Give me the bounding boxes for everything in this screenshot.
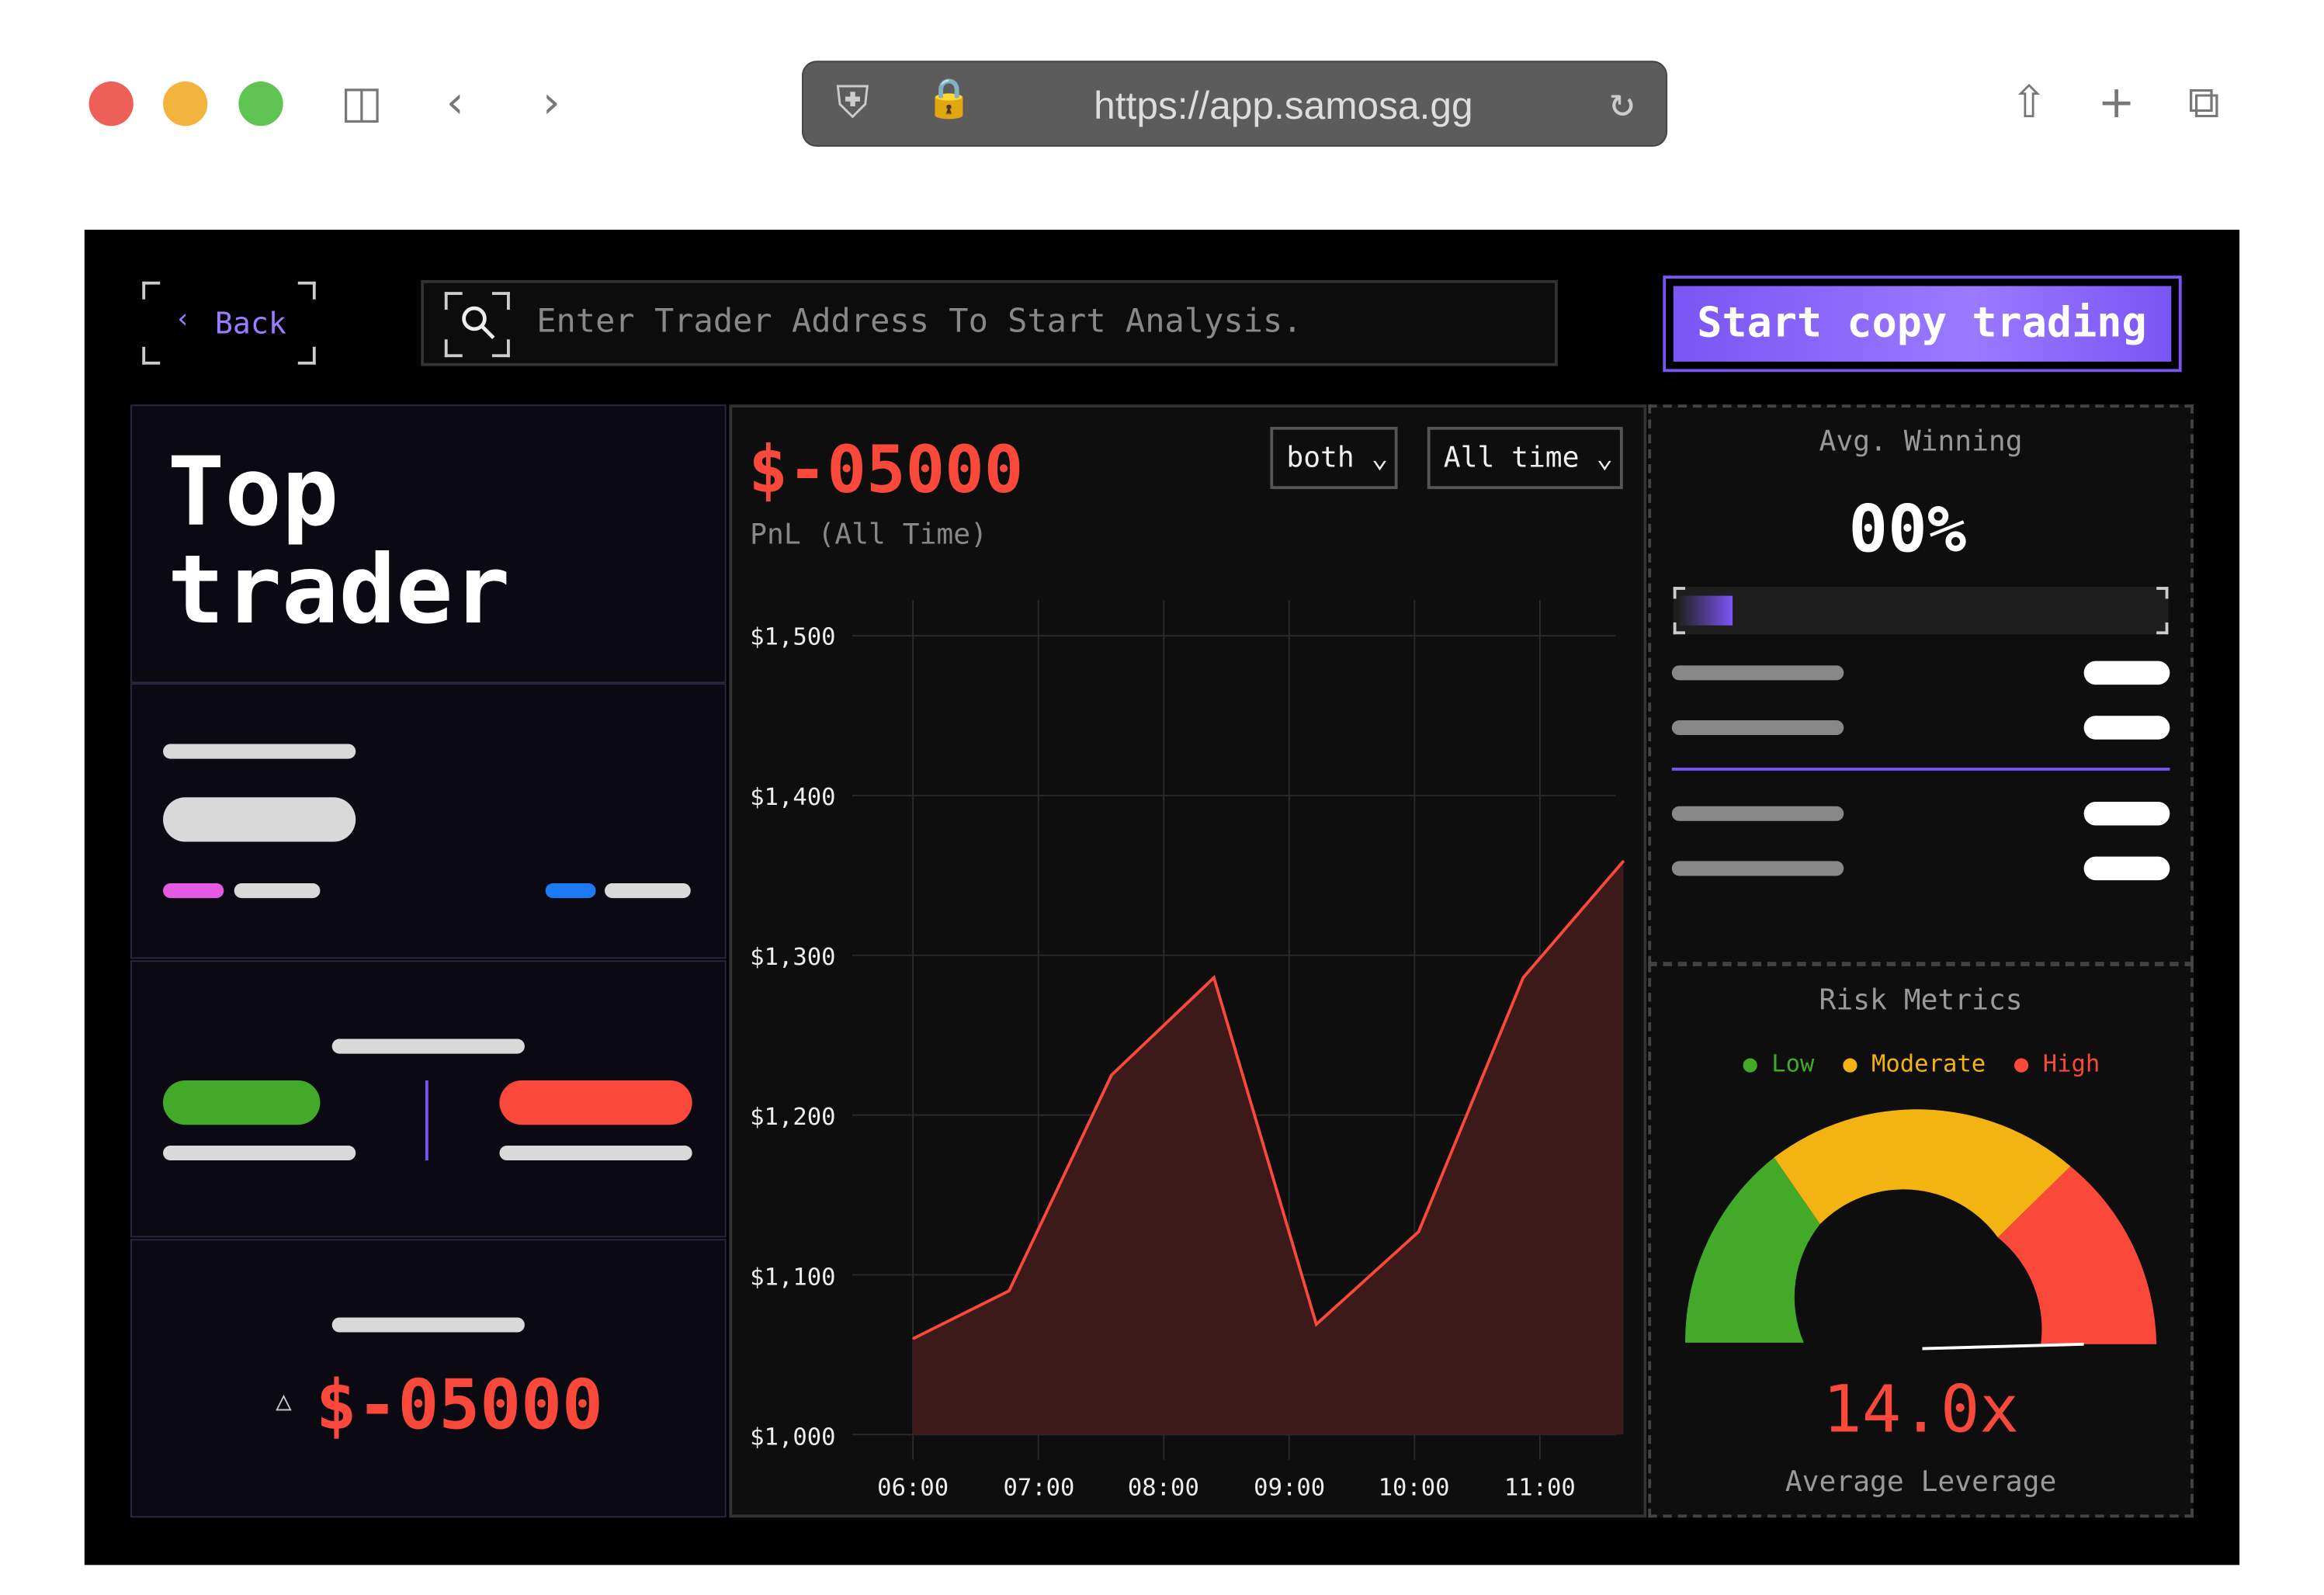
pnl-headline: $-05000 [748, 432, 1024, 508]
lock-icon: 🔒 [924, 77, 973, 122]
cta-label: Start copy trading [1697, 297, 2147, 347]
avg-winning-value: 00% [1848, 491, 1967, 568]
skeleton-line [605, 883, 691, 899]
triangle-up-icon: △ [276, 1385, 292, 1417]
maximize-window-button[interactable] [238, 81, 283, 127]
data-point [1522, 976, 1524, 979]
legend-low: ● Low [1743, 1049, 1815, 1078]
start-copy-trading-button[interactable]: Start copy trading [1663, 276, 2182, 373]
range-filter-dropdown[interactable]: All time ⌄ [1427, 426, 1623, 490]
skeleton-tag [163, 883, 224, 899]
legend-moderate: ● Moderate [1843, 1049, 1986, 1078]
risk-legend: ● Low ● Moderate ● High [1743, 1049, 2100, 1077]
leverage-value: 14.0x [1823, 1372, 2020, 1448]
skeleton-loss-pill [499, 1080, 692, 1125]
top-trader-card: Top trader [130, 404, 727, 684]
pnl-area [913, 861, 1624, 1435]
skeleton-line [1671, 665, 1844, 681]
search-placeholder: Enter Trader Address To Start Analysis. [536, 303, 1302, 342]
close-window-button[interactable] [88, 81, 134, 127]
skeleton-tag [545, 883, 596, 899]
data-point [1417, 1230, 1420, 1233]
skeleton-pill [2083, 801, 2170, 826]
y-tick-label: $1,500 [750, 622, 836, 651]
y-tick-label: $1,100 [750, 1262, 836, 1292]
tabs-overview-icon[interactable]: ⧉ [2187, 77, 2220, 130]
skeleton-line [331, 1317, 525, 1333]
y-tick-label: $1,200 [750, 1102, 836, 1131]
skeleton-line [163, 797, 356, 842]
data-point [1212, 976, 1215, 979]
skeleton-line [234, 883, 321, 899]
pnl-summary-card: △ $-05000 [130, 1239, 727, 1518]
new-tab-icon[interactable]: + [2097, 77, 2135, 130]
x-tick-label: 08:00 [1127, 1472, 1199, 1502]
data-point [1622, 860, 1625, 862]
forward-arrow-icon[interactable]: › [542, 77, 560, 130]
skeleton-pill [2083, 716, 2170, 740]
reload-icon[interactable]: ↻ [1609, 77, 1635, 127]
pnl-line [912, 860, 1625, 1340]
x-tick-label: 10:00 [1378, 1472, 1450, 1502]
skeleton-line [163, 744, 356, 759]
back-button[interactable]: ‹ Back [142, 281, 316, 365]
data-point [1110, 1074, 1112, 1077]
skeleton-line [163, 1145, 356, 1161]
skeleton-pill [2083, 661, 2170, 685]
chevron-down-icon: ⌄ [1596, 442, 1614, 475]
share-icon[interactable]: ⇧ [2010, 77, 2048, 130]
minimize-window-button[interactable] [163, 81, 208, 127]
skeleton-card-1 [130, 683, 727, 959]
skeleton-pill [2083, 856, 2170, 881]
gauge-needle [1922, 1342, 2084, 1351]
gauge-high-segment [1997, 1166, 2157, 1344]
gauge-moderate-segment [1774, 1109, 2071, 1238]
shield-icon: ⛨ [835, 77, 869, 130]
address-bar[interactable]: ⛨ 🔒 https://app.samosa.gg ↻ [801, 61, 1668, 147]
leverage-label: Average Leverage [1785, 1465, 2057, 1499]
pnl-label: PnL (All Time) [750, 518, 987, 552]
divider [1671, 768, 2170, 771]
pnl-value: $-05000 [315, 1364, 603, 1445]
x-tick-label: 06:00 [877, 1472, 949, 1502]
y-tick-label: $1,400 [750, 782, 836, 811]
avg-winning-title: Avg. Winning [1819, 425, 2023, 459]
data-point [1008, 1290, 1010, 1292]
y-tick-label: $1,300 [750, 942, 836, 971]
data-point [1315, 1323, 1317, 1326]
search-input[interactable]: Enter Trader Address To Start Analysis. [421, 279, 1558, 366]
skeleton-line [1671, 861, 1844, 876]
skeleton-line [499, 1145, 692, 1161]
winning-progress-bar [1673, 587, 2169, 635]
back-arrow-icon[interactable]: ‹ [446, 77, 464, 130]
url-text: https://app.samosa.gg [1094, 82, 1473, 128]
skeleton-win-pill [163, 1080, 321, 1125]
side-filter-dropdown[interactable]: both ⌄ [1270, 426, 1398, 490]
back-label: Back [214, 305, 286, 342]
legend-high: ● High [2014, 1049, 2100, 1078]
search-icon [444, 292, 510, 358]
skeleton-line [1671, 719, 1844, 736]
page-title: Top trader [167, 439, 511, 647]
x-tick-label: 09:00 [1254, 1472, 1326, 1502]
divider [425, 1080, 428, 1161]
risk-title: Risk Metrics [1819, 983, 2023, 1017]
y-tick-label: $1,000 [750, 1423, 836, 1451]
chevron-left-icon: ‹ [175, 303, 192, 335]
risk-gauge [1684, 1109, 2157, 1351]
x-tick-label: 07:00 [1003, 1472, 1075, 1502]
data-point [912, 1337, 914, 1340]
skeleton-card-2 [130, 960, 727, 1238]
winning-progress-fill [1679, 595, 1733, 626]
sidebar-icon[interactable]: ◫ [340, 77, 383, 130]
gauge-low-segment [1684, 1157, 1820, 1343]
chevron-down-icon: ⌄ [1371, 442, 1389, 475]
skeleton-line [331, 1038, 525, 1054]
skeleton-line [1671, 806, 1844, 821]
x-tick-label: 11:00 [1504, 1472, 1576, 1502]
